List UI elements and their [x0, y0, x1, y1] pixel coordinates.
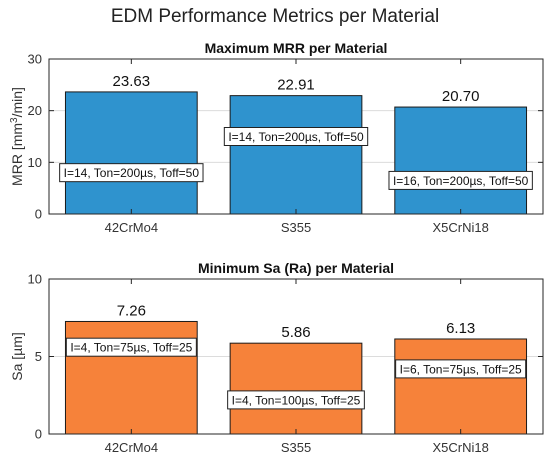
data-label: 20.70	[442, 88, 480, 105]
annotation-box	[227, 390, 365, 410]
data-label: 5.86	[281, 324, 310, 341]
bar-s355	[229, 95, 363, 215]
data-label: 6.13	[446, 320, 475, 337]
y-tick-label: 0	[35, 207, 42, 222]
annotation-text: I=14, Ton=200µs, Toff=50	[228, 130, 364, 144]
y-tick-label: 30	[28, 52, 42, 67]
x-tick-label: 42CrMo4	[105, 220, 158, 235]
annotation: I=4, Ton=100µs, Toff=25	[227, 390, 365, 410]
bar-s355	[229, 342, 363, 435]
subplot-2: 0 5 10 42CrMo4 S355 X5CrNi18 Minimum Sa (Ra) p…	[9, 260, 544, 455]
annotation-box	[388, 170, 533, 190]
annotation: I=4, Ton=75µs, Toff=25	[65, 337, 197, 357]
subplot-title: Minimum Sa (Ra) per Material	[198, 260, 394, 276]
subplot-title: Maximum MRR per Material	[205, 40, 388, 56]
annotation-box	[65, 337, 197, 357]
y-tick-label: 20	[28, 103, 42, 118]
y-tick-label: 5	[35, 349, 42, 364]
annotation-box	[59, 163, 204, 183]
bar-x5crni18	[394, 338, 528, 435]
annotation: I=6, Ton=75µs, Toff=25	[395, 359, 527, 379]
annotation-text: I=16, Ton=200µs, Toff=50	[393, 174, 529, 188]
y-axis-label: Sa [µm]	[9, 332, 25, 381]
x-tick-label: S355	[281, 440, 311, 455]
figure-title: EDM Performance Metrics per Material	[111, 6, 439, 27]
y-tick-label: 10	[28, 272, 42, 287]
data-label: 23.63	[113, 73, 151, 90]
x-tick-label: S355	[281, 220, 311, 235]
bar-42crmo4	[64, 91, 198, 215]
annotation-text: I=14, Ton=200µs, Toff=50	[64, 166, 200, 180]
annotation-box	[395, 359, 527, 379]
y-tick-label: 10	[28, 155, 42, 170]
subplot-1: 0 10 20 30 42CrMo4 S355 X5CrNi18 Maximum MRR pe…	[9, 40, 544, 235]
annotation: I=14, Ton=200µs, Toff=50	[59, 163, 204, 183]
annotation: I=14, Ton=200µs, Toff=50	[223, 127, 369, 146]
annotation-text: I=6, Ton=75µs, Toff=25	[400, 362, 522, 376]
bar-x5crni18	[394, 106, 528, 215]
y-tick-label: 0	[35, 427, 42, 442]
data-label: 22.91	[277, 77, 315, 94]
annotation-text: I=4, Ton=75µs, Toff=25	[70, 341, 192, 355]
x-tick-label: X5CrNi18	[432, 220, 488, 235]
x-tick-label: X5CrNi18	[432, 440, 488, 455]
annotation: I=16, Ton=200µs, Toff=50	[388, 170, 533, 190]
x-tick-label: 42CrMo4	[105, 440, 158, 455]
annotation-box	[223, 127, 369, 146]
annotation-text: I=4, Ton=100µs, Toff=25	[232, 393, 361, 407]
y-axis-label: MRR [mm3/min]	[9, 87, 25, 186]
data-label: 7.26	[117, 302, 146, 319]
